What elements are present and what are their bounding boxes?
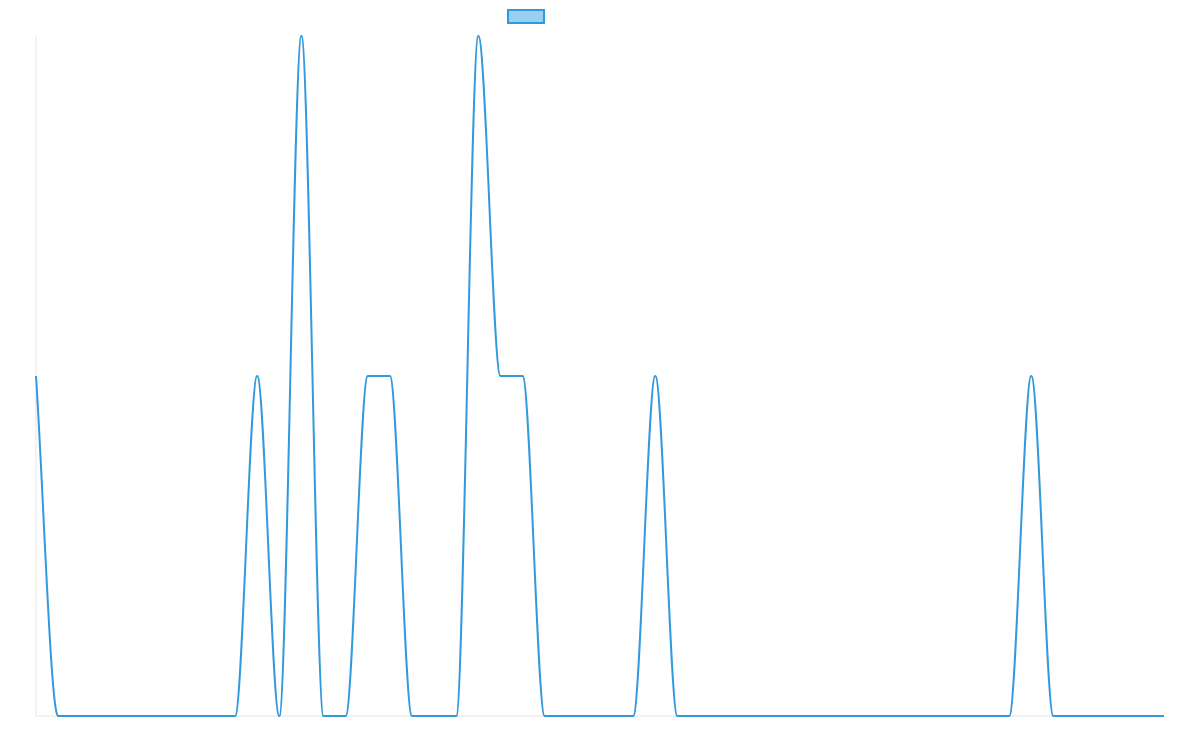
data-point-33[interactable] <box>763 713 769 719</box>
data-point-41[interactable] <box>940 713 946 719</box>
data-point-44[interactable] <box>1006 713 1012 719</box>
data-point-48[interactable] <box>1095 713 1101 719</box>
data-point-21[interactable] <box>497 373 503 379</box>
data-point-45[interactable] <box>1028 373 1034 379</box>
data-point-10[interactable] <box>254 373 260 379</box>
data-point-6[interactable] <box>166 713 172 719</box>
data-point-4[interactable] <box>121 713 127 719</box>
data-point-31[interactable] <box>719 713 725 719</box>
data-point-39[interactable] <box>896 713 902 719</box>
data-point-23[interactable] <box>542 713 548 719</box>
series-layer <box>33 33 1167 719</box>
data-point-15[interactable] <box>365 373 371 379</box>
data-point-12[interactable] <box>298 33 304 39</box>
data-point-38[interactable] <box>873 713 879 719</box>
data-point-50[interactable] <box>1139 713 1145 719</box>
data-point-49[interactable] <box>1117 713 1123 719</box>
data-point-37[interactable] <box>851 713 857 719</box>
data-point-7[interactable] <box>188 713 194 719</box>
data-point-32[interactable] <box>741 713 747 719</box>
data-point-46[interactable] <box>1050 713 1056 719</box>
data-point-36[interactable] <box>829 713 835 719</box>
data-point-28[interactable] <box>652 373 658 379</box>
data-point-25[interactable] <box>586 713 592 719</box>
data-point-3[interactable] <box>99 713 105 719</box>
legend[interactable] <box>507 9 553 24</box>
data-point-29[interactable] <box>674 713 680 719</box>
data-point-51[interactable] <box>1161 713 1167 719</box>
data-point-34[interactable] <box>785 713 791 719</box>
data-point-2[interactable] <box>77 713 83 719</box>
legend-swatch[interactable] <box>507 9 545 24</box>
data-point-22[interactable] <box>520 373 526 379</box>
data-point-42[interactable] <box>962 713 968 719</box>
series-line-0[interactable] <box>35 34 1164 718</box>
data-point-27[interactable] <box>630 713 636 719</box>
data-point-47[interactable] <box>1073 713 1079 719</box>
data-point-35[interactable] <box>807 713 813 719</box>
data-point-19[interactable] <box>453 713 459 719</box>
data-point-26[interactable] <box>608 713 614 719</box>
data-point-5[interactable] <box>144 713 150 719</box>
data-point-8[interactable] <box>210 713 216 719</box>
data-point-13[interactable] <box>321 713 327 719</box>
data-point-14[interactable] <box>343 713 349 719</box>
data-point-30[interactable] <box>697 713 703 719</box>
data-point-11[interactable] <box>276 713 282 719</box>
data-point-16[interactable] <box>387 373 393 379</box>
data-point-24[interactable] <box>564 713 570 719</box>
data-point-43[interactable] <box>984 713 990 719</box>
data-point-20[interactable] <box>475 33 481 39</box>
axes <box>35 36 1164 717</box>
data-point-9[interactable] <box>232 713 238 719</box>
data-point-0[interactable] <box>33 373 39 379</box>
data-point-40[interactable] <box>918 713 924 719</box>
data-point-1[interactable] <box>55 713 61 719</box>
data-point-18[interactable] <box>431 713 437 719</box>
data-point-17[interactable] <box>409 713 415 719</box>
